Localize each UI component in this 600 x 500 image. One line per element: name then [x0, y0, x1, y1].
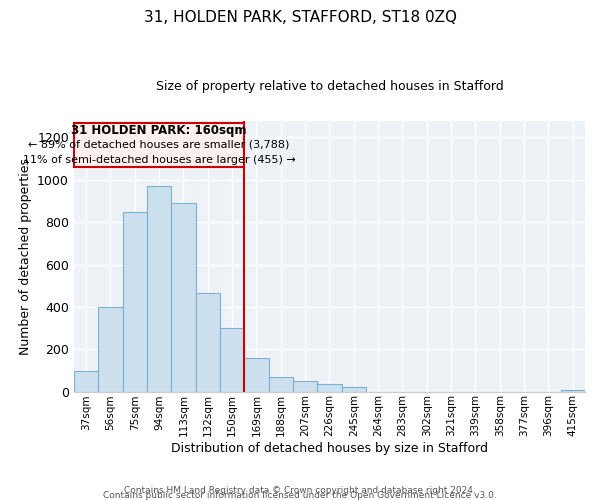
Bar	[220, 328, 244, 392]
X-axis label: Distribution of detached houses by size in Stafford: Distribution of detached houses by size …	[171, 442, 488, 455]
Bar	[341, 388, 366, 392]
Text: Contains HM Land Registry data © Crown copyright and database right 2024.: Contains HM Land Registry data © Crown c…	[124, 486, 476, 495]
FancyBboxPatch shape	[74, 122, 244, 167]
Text: 11% of semi-detached houses are larger (455) →: 11% of semi-detached houses are larger (…	[23, 154, 295, 164]
Text: Contains public sector information licensed under the Open Government Licence v3: Contains public sector information licen…	[103, 491, 497, 500]
Text: 31, HOLDEN PARK, STAFFORD, ST18 0ZQ: 31, HOLDEN PARK, STAFFORD, ST18 0ZQ	[143, 10, 457, 25]
Bar	[244, 358, 269, 392]
Text: ← 89% of detached houses are smaller (3,788): ← 89% of detached houses are smaller (3,…	[28, 140, 290, 150]
Bar	[317, 384, 341, 392]
Title: Size of property relative to detached houses in Stafford: Size of property relative to detached ho…	[155, 80, 503, 93]
Bar	[147, 186, 171, 392]
Bar	[74, 372, 98, 392]
Bar	[171, 203, 196, 392]
Bar	[269, 376, 293, 392]
Bar	[122, 212, 147, 392]
Bar	[293, 380, 317, 392]
Y-axis label: Number of detached properties: Number of detached properties	[19, 158, 32, 354]
Bar	[560, 390, 585, 392]
Bar	[196, 293, 220, 392]
Text: 31 HOLDEN PARK: 160sqm: 31 HOLDEN PARK: 160sqm	[71, 124, 247, 136]
Bar	[98, 307, 122, 392]
